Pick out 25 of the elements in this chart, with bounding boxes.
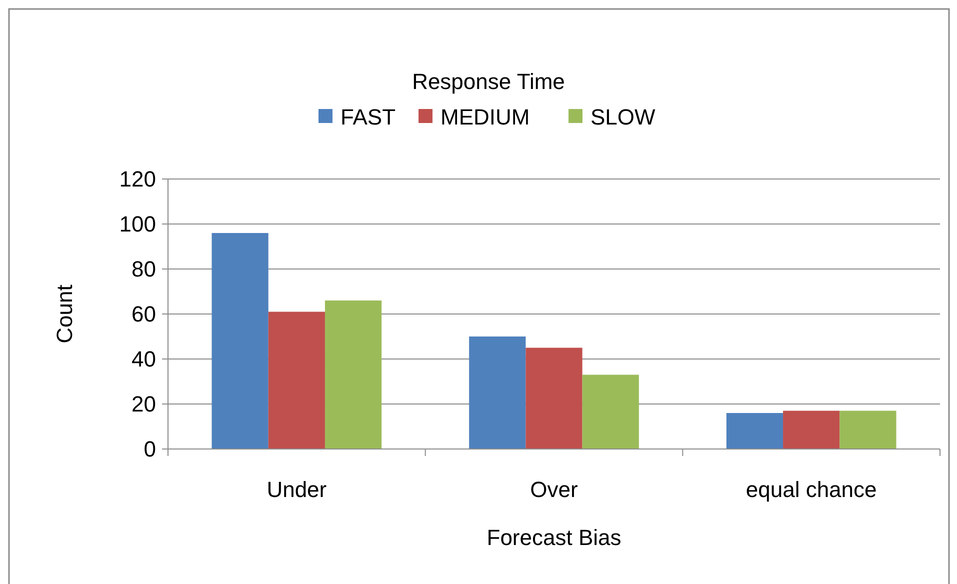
bar: [469, 336, 526, 449]
y-axis-title: Count: [52, 284, 77, 344]
y-tick-label: 60: [132, 302, 156, 327]
y-tick-label: 0: [144, 436, 156, 462]
bar: [268, 312, 325, 449]
y-tick-label: 20: [132, 392, 156, 417]
bar: [526, 348, 582, 449]
legend-label: SLOW: [590, 104, 656, 130]
y-tick-label: 120: [119, 166, 156, 192]
y-tick-label: 40: [132, 346, 156, 372]
legend-label: MEDIUM: [440, 104, 530, 130]
y-tick-label: 80: [132, 256, 156, 282]
bar: [726, 413, 784, 449]
x-axis-title: Forecast Bias: [486, 525, 622, 550]
x-tick-label: equal chance: [746, 477, 877, 502]
legend-title: Response Time: [412, 69, 565, 94]
bar: [840, 410, 896, 449]
legend-label: FAST: [340, 104, 396, 130]
bar: [582, 374, 639, 449]
x-tick-label: Over: [530, 477, 578, 502]
bar: [783, 410, 840, 449]
x-tick-label: Under: [266, 477, 327, 502]
bar: [212, 233, 268, 449]
bar: [324, 300, 382, 449]
y-tick-label: 100: [119, 212, 156, 237]
